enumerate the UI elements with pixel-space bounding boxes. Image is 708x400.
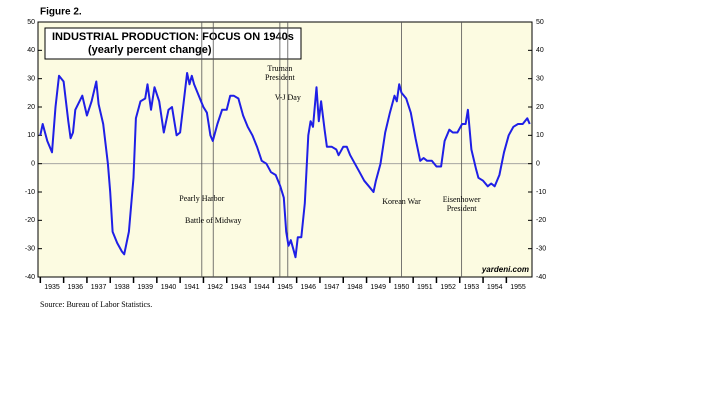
y-tick-label: 10 (27, 132, 35, 139)
y2-tick-label: 20 (536, 104, 544, 111)
x-tick-label: 1953 (464, 284, 480, 291)
line (39, 72, 531, 259)
y-tick-label: 20 (27, 104, 35, 111)
x-tick-label: 1941 (184, 284, 200, 291)
y2-tick-label: 0 (536, 161, 540, 168)
y2-tick-label: -20 (536, 217, 546, 224)
source: Source: Bureau of Labor Statistics. (40, 300, 152, 309)
y-tick-label: 50 (27, 19, 35, 26)
y-tick-label: 0 (31, 161, 35, 168)
figure-label: Figure 2. (40, 7, 82, 18)
y2-tick-label: -30 (536, 246, 546, 253)
annotation: Battle of Midway (185, 216, 241, 225)
x-tick-label: 1938 (114, 284, 130, 291)
y-tick-label: -20 (25, 217, 35, 224)
x-tick-label: 1937 (91, 284, 107, 291)
x-tick-label: 1950 (394, 284, 410, 291)
annotation: Truman (267, 64, 292, 73)
x-tick-label: 1935 (44, 284, 60, 291)
x-tick-label: 1940 (161, 284, 177, 291)
annotation: Korean War (382, 197, 421, 206)
chart-subtitle: (yearly percent change) (88, 44, 212, 56)
annotation: V-J Day (275, 93, 301, 102)
y2-tick-label: 50 (536, 19, 544, 26)
x-tick-label: 1946 (301, 284, 317, 291)
y2-tick-label: 10 (536, 132, 544, 139)
annotation: Pearly Harbor (179, 194, 224, 203)
x-tick-label: 1936 (67, 284, 83, 291)
x-tick-label: 1949 (370, 284, 386, 291)
y-tick-label: -10 (25, 189, 35, 196)
annotation: Eisenhower (443, 195, 481, 204)
x-tick-label: 1947 (324, 284, 340, 291)
x-tick-label: 1951 (417, 284, 433, 291)
annotation: President (265, 73, 296, 82)
y-tick-label: 30 (27, 76, 35, 83)
y2-tick-label: 40 (536, 47, 544, 54)
title-box (44, 27, 302, 60)
x-tick-label: 1954 (487, 284, 503, 291)
y2-tick-label: 30 (536, 76, 544, 83)
x-tick-label: 1943 (231, 284, 247, 291)
x-tick-label: 1955 (510, 284, 526, 291)
plot-area (37, 21, 533, 278)
x-tick-label: 1944 (254, 284, 270, 291)
y2-tick-label: -10 (536, 189, 546, 196)
y-tick-label: -30 (25, 246, 35, 253)
x-tick-label: 1952 (440, 284, 456, 291)
y2-tick-label: -40 (536, 274, 546, 281)
chart-title: INDUSTRIAL PRODUCTION: FOCUS ON 1940s (52, 31, 294, 43)
x-tick-label: 1948 (347, 284, 363, 291)
credit: yardeni.com (481, 265, 529, 274)
x-tick-label: 1939 (137, 284, 153, 291)
x-tick-label: 1945 (277, 284, 293, 291)
y-tick-label: -40 (25, 274, 35, 281)
y-tick-label: 40 (27, 47, 35, 54)
x-tick-label: 1942 (207, 284, 223, 291)
annotation: President (447, 204, 478, 213)
